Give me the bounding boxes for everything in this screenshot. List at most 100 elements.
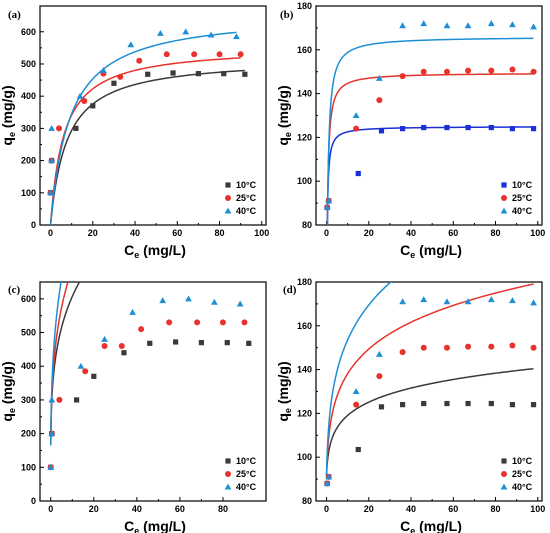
plot-frame [39,5,267,226]
x-tick-label: 20 [89,504,99,514]
data-point [182,28,190,35]
data-point [121,350,127,356]
legend-label: 40°C [512,206,533,216]
x-tick-label: 40 [130,228,140,238]
data-point [464,298,472,305]
y-tick-label: 600 [21,27,36,37]
data-point [246,340,252,346]
y-tick-label: 200 [21,156,36,166]
data-point [325,197,333,204]
data-point [530,299,537,306]
x-tick-label: 60 [448,228,458,238]
data-point [487,20,495,27]
x-tick-label: 80 [491,228,501,238]
y-tick-label: 500 [21,328,36,338]
data-point [355,170,361,177]
data-point [242,71,248,77]
y-tick-label: 100 [21,188,36,198]
data-point [90,103,96,109]
data-point [236,300,244,307]
x-tick-label: 0 [48,228,53,238]
fit-curve [49,57,241,225]
data-point [355,446,361,453]
legend-label: 40°C [512,482,533,492]
y-tick-label: 180 [297,1,312,11]
y-tick-label: 120 [297,132,312,142]
data-point [399,298,406,305]
y-tick-label: 180 [297,277,312,287]
data-point [47,463,55,470]
data-point [117,73,124,80]
data-point [323,480,331,487]
data-point [91,373,97,379]
data-point [210,298,218,305]
legend-label: 10°C [236,456,257,466]
data-point [325,473,333,480]
legend-label: 25°C [512,469,533,479]
data-point [47,189,54,196]
data-point [56,125,63,132]
x-tick-label: 80 [215,228,225,238]
data-point [376,97,383,104]
fit-curve [50,282,62,446]
data-point [241,319,248,326]
legend-marker [500,207,508,214]
data-point [353,125,360,132]
legend-label: 40°C [236,482,257,492]
y-tick-label: 400 [21,91,36,101]
data-point [465,400,471,407]
fit-curve [325,282,392,475]
chart-panel: 0 20 40 60 80 0 100 200 300 400 500 600 10°C 25°C 40°C… [0,281,267,533]
data-point [237,51,244,58]
data-point [216,51,223,58]
x-tick-label: 20 [364,504,374,514]
data-point [195,71,202,77]
x-axis-title: Ce (mg/L) [124,518,186,533]
legend-label: 25°C [236,193,257,203]
y-tick-label: 80 [302,496,312,506]
x-tick-label: 80 [218,504,228,514]
data-point [488,343,495,350]
legend-marker [500,483,508,490]
x-tick-label: 0 [324,504,329,514]
data-point [399,22,406,29]
data-point [73,125,79,131]
y-tick-label: 300 [21,395,36,405]
data-point [156,29,164,36]
data-point [399,126,406,132]
data-point [443,68,450,75]
data-point [488,67,495,74]
x-tick-label: 0 [324,228,329,238]
data-point [101,343,108,350]
data-point [82,368,89,375]
data-point [323,204,331,211]
data-point [159,297,167,304]
legend-label: 10°C [512,456,533,466]
chart-panel: 0 20 40 60 80 100 80 100 120 140 160 180 10°C 25°C 40°… [275,277,545,533]
data-point [509,21,516,28]
data-point [76,92,84,99]
data-point [111,80,117,86]
y-tick-label: 100 [21,462,36,472]
data-point [443,344,450,351]
fit-curve [325,367,534,475]
data-point [145,71,151,77]
panel-label: (d) [283,284,297,296]
x-tick-label: 40 [406,504,416,514]
panel-label: (b) [280,9,294,21]
x-tick-label: 60 [175,504,185,514]
data-point [118,343,125,350]
data-point [464,22,472,29]
fit-curve [326,73,534,225]
x-axis-title: Ce (mg/L) [124,242,186,260]
data-point [198,340,205,346]
data-point [530,68,537,75]
legend-label: 10°C [236,180,257,190]
x-tick-label: 40 [132,504,142,514]
data-point [207,31,215,38]
y-tick-label: 200 [21,429,36,439]
y-tick-label: 100 [297,176,312,186]
data-point [399,402,406,408]
y-tick-label: 300 [21,123,36,133]
legend-marker [224,207,232,214]
